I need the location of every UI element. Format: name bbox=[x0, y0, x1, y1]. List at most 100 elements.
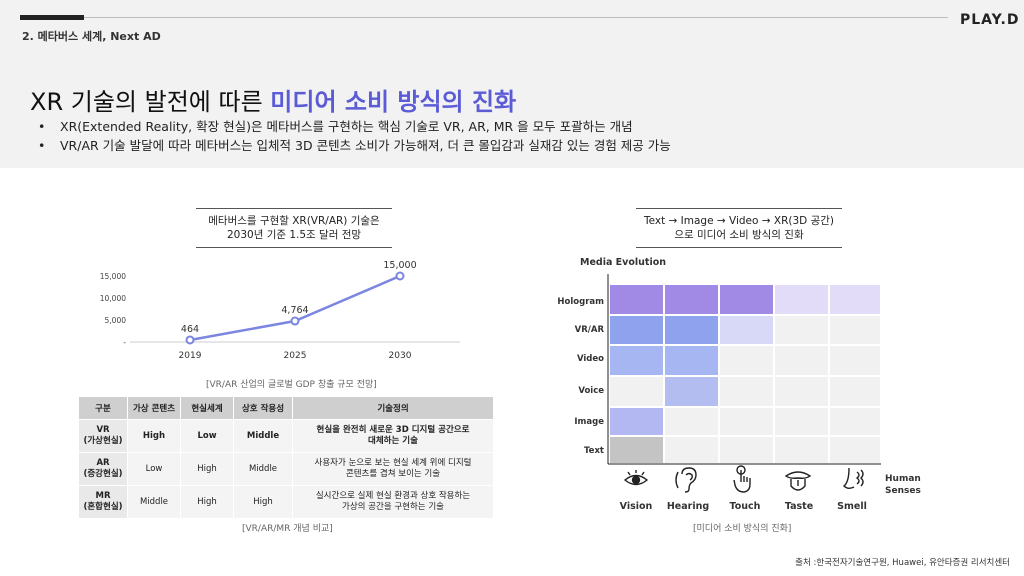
x-tick-label: 2019 bbox=[179, 351, 202, 361]
sense-label: Taste bbox=[785, 501, 813, 512]
table-cell-definition: 실시간으로 실제 현실 환경과 상호 작용하는 가상의 공간을 구현하는 기술 bbox=[292, 485, 494, 519]
matrix-cell bbox=[720, 377, 773, 406]
table-row: MR (혼합현실) Middle High High 실시간으로 실제 현실 환경… bbox=[78, 485, 494, 519]
y-tick-label: - bbox=[123, 338, 126, 347]
matrix-cell bbox=[720, 346, 773, 375]
matrix-y-title: Media Evolution bbox=[580, 257, 666, 268]
matrix-cell bbox=[830, 285, 880, 314]
matrix-cell bbox=[830, 437, 880, 463]
sense-label: Hearing bbox=[667, 501, 709, 512]
matrix-cell bbox=[610, 316, 663, 344]
sense-label: Smell bbox=[837, 501, 867, 512]
header-accent-bar bbox=[20, 15, 84, 20]
sense-label: Vision bbox=[620, 501, 653, 512]
table-cell-definition: 현실을 완전히 새로운 3D 디지털 공간으로 대체하는 기술 bbox=[292, 419, 494, 453]
matrix-cell bbox=[830, 377, 880, 406]
matrix-cell bbox=[610, 346, 663, 375]
table-cell: Low bbox=[127, 452, 181, 486]
table-cell: High bbox=[180, 452, 234, 486]
row-header-ar: AR (증강현실) bbox=[78, 452, 128, 486]
matrix-cell bbox=[775, 377, 828, 406]
xr-market-line-chart: 15,000 10,000 5,000 - 2019 2025 2030 464 4,764… bbox=[100, 260, 460, 361]
hand-touch-icon bbox=[733, 465, 751, 493]
matrix-cell bbox=[610, 408, 663, 435]
tongue-taste-icon bbox=[784, 471, 812, 491]
table-cell: Middle bbox=[127, 485, 181, 519]
table-row: VR (가상현실) High Low Middle 현실을 완전히 새로운 3D … bbox=[78, 419, 494, 453]
x-tick-label: 2025 bbox=[284, 351, 307, 361]
nose-smell-icon bbox=[842, 467, 864, 489]
bullet-item: • VR/AR 기술 발달에 따라 메타버스는 입체적 3D 콘텐츠 소비가 가능… bbox=[38, 138, 671, 153]
matrix-cell bbox=[665, 437, 718, 463]
table-cell-definition: 사용자가 눈으로 보는 현실 세계 위에 디지털 콘텐츠를 겹쳐 보이는 기술 bbox=[292, 452, 494, 486]
matrix-cell bbox=[665, 377, 718, 406]
left-caption-bottomline bbox=[196, 247, 392, 248]
data-point bbox=[290, 316, 300, 326]
matrix-cell bbox=[775, 346, 828, 375]
matrix-row-label: Text bbox=[584, 446, 604, 456]
matrix-cell bbox=[665, 346, 718, 375]
table-header-cell: 상호 작용성 bbox=[233, 396, 293, 420]
table-cell: Middle bbox=[233, 452, 293, 486]
matrix-row-label: Video bbox=[577, 354, 604, 364]
y-tick-label: 5,000 bbox=[105, 316, 127, 325]
x-tick-label: 2030 bbox=[389, 351, 412, 361]
matrix-cell bbox=[720, 408, 773, 435]
matrix-cell bbox=[665, 285, 718, 314]
right-caption: Text → Image → Video → XR(3D 공간) 으로 미디어 … bbox=[643, 215, 835, 241]
matrix-cell bbox=[830, 316, 880, 344]
left-chart-source: [VR/AR 산업의 글로벌 GDP 창출 규모 전망] bbox=[206, 380, 377, 390]
table-cell: Middle bbox=[233, 419, 293, 453]
data-label: 464 bbox=[181, 324, 199, 335]
matrix-cell bbox=[830, 346, 880, 375]
table-cell: High bbox=[127, 419, 181, 453]
eye-icon bbox=[623, 470, 649, 486]
matrix-cell bbox=[720, 316, 773, 344]
table-source: [VR/AR/MR 개념 비교] bbox=[242, 524, 333, 534]
table-row: AR (증강현실) Low High Middle 사용자가 눈으로 보는 현실 … bbox=[78, 452, 494, 486]
left-caption: 메타버스를 구현할 XR(VR/AR) 기술은 2030년 기준 1.5조 달러… bbox=[208, 215, 380, 241]
page-title: XR 기술의 발전에 따른 미디어 소비 방식의 진화 bbox=[30, 82, 516, 117]
data-point bbox=[185, 335, 195, 345]
matrix-row-label: Voice bbox=[578, 386, 604, 396]
matrix-x-title: Senses bbox=[885, 486, 921, 496]
y-tick-label: 10,000 bbox=[100, 294, 126, 303]
matrix-cell bbox=[610, 285, 663, 314]
table-header-cell: 현실세계 bbox=[180, 396, 234, 420]
y-tick-label: 15,000 bbox=[100, 272, 126, 281]
header-divider bbox=[84, 17, 948, 18]
table-header-row: 구분 가상 콘텐츠 현실세계 상호 작용성 기술정의 bbox=[78, 396, 494, 420]
sense-label: Touch bbox=[730, 501, 761, 512]
matrix-row-label: VR/AR bbox=[575, 325, 605, 335]
matrix-cell bbox=[830, 408, 880, 435]
table-header-cell: 구분 bbox=[78, 396, 128, 420]
xr-comparison-table: 구분 가상 콘텐츠 현실세계 상호 작용성 기술정의 VR (가상현실) High… bbox=[78, 396, 494, 519]
media-evolution-matrix: Media Evolution Hologram VR/AR Video Voi… bbox=[557, 257, 921, 512]
table-cell: Low bbox=[180, 419, 234, 453]
matrix-cell bbox=[665, 316, 718, 344]
matrix-source: [미디어 소비 방식의 진화] bbox=[693, 524, 792, 534]
ear-icon bbox=[675, 467, 697, 493]
data-label: 4,764 bbox=[281, 305, 308, 316]
footnote-source: 출처 :한국전자기술연구원, Huawei, 유안타증권 리서치센터 bbox=[795, 558, 1010, 568]
right-caption-topline bbox=[636, 208, 842, 209]
header-area: 2. 메타버스 세계, Next AD PLAY.D XR 기술의 발전에 따른… bbox=[0, 0, 1024, 168]
table-header-cell: 기술정의 bbox=[292, 396, 494, 420]
page-title-highlight: 미디어 소비 방식의 진화 bbox=[270, 88, 517, 116]
data-point bbox=[395, 271, 405, 281]
table-cell: High bbox=[180, 485, 234, 519]
brand-logo: PLAY.D bbox=[960, 12, 1020, 28]
left-caption-topline bbox=[196, 208, 392, 209]
matrix-cell bbox=[720, 437, 773, 463]
data-label: 15,000 bbox=[383, 260, 416, 271]
matrix-x-title: Human bbox=[885, 474, 921, 484]
matrix-cell bbox=[775, 316, 828, 344]
matrix-cell bbox=[720, 285, 773, 314]
table-header-cell: 가상 콘텐츠 bbox=[127, 396, 181, 420]
section-label: 2. 메타버스 세계, Next AD bbox=[22, 30, 161, 43]
matrix-cell bbox=[665, 408, 718, 435]
row-header-mr: MR (혼합현실) bbox=[78, 485, 128, 519]
right-caption-bottomline bbox=[636, 247, 842, 248]
row-header-vr: VR (가상현실) bbox=[78, 419, 128, 453]
page-title-prefix: XR 기술의 발전에 따른 bbox=[30, 88, 271, 116]
